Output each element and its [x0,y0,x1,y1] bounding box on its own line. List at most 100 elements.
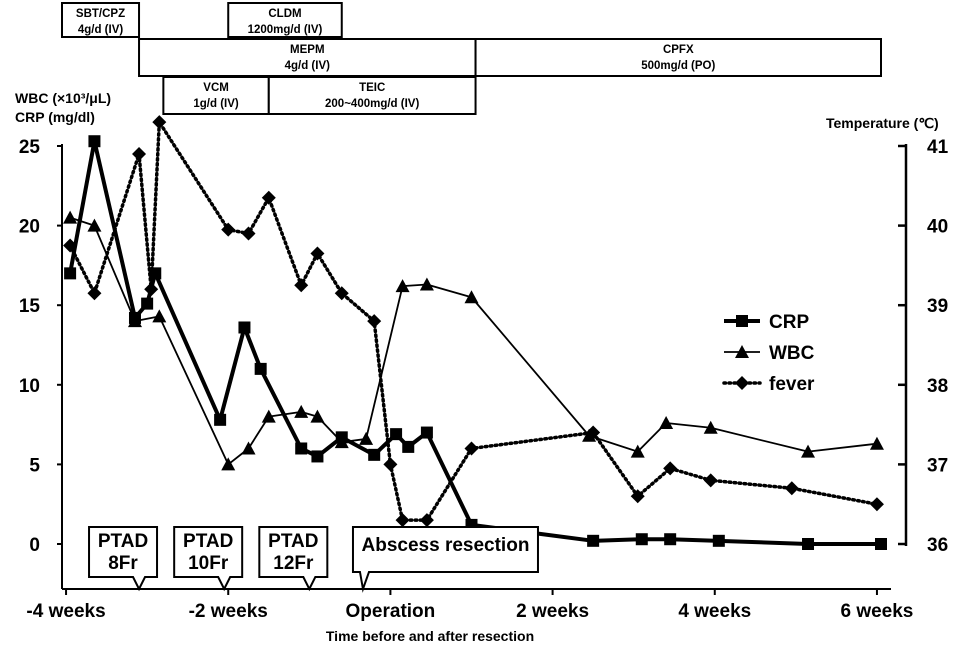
crp-point-19 [712,534,725,547]
crp-point-0 [64,267,77,280]
wbc-point-10 [359,431,374,445]
treatment-dose-2: 4g/d (IV) [285,60,331,72]
wbc-point-0 [63,210,78,224]
x-tick-label: -4 weeks [26,601,105,622]
wbc-point-1 [87,218,102,232]
fever-point-4 [152,115,167,130]
treatment-dose-4: 1g/d (IV) [193,98,239,110]
annotation-callout-1 [173,526,244,592]
crp-point-20 [802,538,815,550]
y-left-tick-label: 25 [19,137,41,158]
y-right-tick-label: 38 [927,376,948,397]
fever-point-5 [221,222,236,237]
crp-point-4 [149,267,162,280]
fever-point-1 [87,286,102,301]
chart-axes: WBC (×10³/μL) CRP (mg/dl) Temperature (℃… [15,90,949,644]
fever-point-6 [241,226,256,241]
treatment-box-5 [267,76,477,115]
series-line-crp [68,139,881,546]
wbc-point-7 [294,404,309,418]
treatment-box-4 [162,76,270,115]
legend-marker-wbc [735,345,749,358]
y-left-tick-label: 15 [19,296,41,317]
y-left-label-1: WBC (×10³/μL) [15,90,111,106]
fever-point-7 [261,190,276,205]
treatment-dose-3: 500mg/d (PO) [641,60,715,72]
treatment-name-0: SBT/CPZ [76,8,125,20]
wbc-point-13 [464,290,479,304]
annotation-callout-0 [88,526,159,592]
y-right-tick-label: 36 [927,535,948,556]
y-left-tick-label: 0 [29,535,40,556]
crp-point-16 [587,534,600,547]
treatment-name-2: MEPM [290,44,325,56]
series-line-wbc [69,216,878,466]
y-right-tick-label: 37 [927,455,948,476]
y-left-label-2: CRP (mg/dl) [15,109,95,125]
y-left-tick-label: 20 [19,217,40,238]
crp-point-17 [635,533,648,546]
legend-marker-fever [735,376,749,390]
treatment-name-5: TEIC [359,82,385,94]
wbc-point-19 [869,436,884,450]
crp-point-18 [664,533,677,546]
fever-point-10 [334,286,349,301]
fever-point-19 [703,473,718,488]
wbc-point-16 [659,416,674,430]
treatment-box-1 [227,2,343,38]
x-tick-label: 6 weeks [840,601,913,622]
wbc-point-3 [152,309,167,323]
fever-point-17 [630,489,645,504]
wbc-point-17 [703,420,718,434]
annotation-callout-2 [258,526,329,592]
fever-point-13 [395,513,410,528]
annotation-line1-2: PTAD [268,531,318,552]
crp-point-21 [875,538,887,550]
x-tick-label: 4 weeks [678,601,751,622]
x-tick-label: -2 weeks [189,601,268,622]
fever-point-20 [784,481,799,496]
legend-marker-crp [736,315,748,327]
treatment-dose-0: 4g/d (IV) [78,24,124,36]
treatment-box-3 [474,38,882,77]
crp-point-10 [335,431,348,444]
fever-point-21 [869,497,884,512]
crp-point-3 [141,297,154,310]
crp-point-1 [88,135,101,148]
wbc-point-6 [261,409,276,423]
y-right-tick-label: 41 [927,137,949,158]
y-right-tick-label: 40 [927,217,948,238]
crp-point-13 [402,440,415,453]
wbc-point-18 [801,444,816,458]
y-left-tick-label: 5 [29,455,40,476]
wbc-point-8 [310,409,325,423]
crp-point-12 [390,428,403,441]
fever-point-8 [294,278,309,293]
wbc-point-15 [630,444,645,458]
annotation-callout-3 [351,526,539,593]
y-right-label: Temperature (℃) [826,115,939,131]
treatment-box-0 [61,2,141,38]
wbc-point-5 [241,441,256,455]
annotation-line2-2: 12Fr [273,553,314,574]
wbc-point-11 [395,279,410,293]
series-line-fever [68,120,879,522]
fever-point-16 [586,425,601,440]
fever-point-9 [310,246,325,261]
crp-point-9 [311,450,324,463]
fever-point-14 [419,513,434,528]
legend-label-wbc: WBC [769,343,815,364]
treatment-dose-1: 1200mg/d (IV) [248,24,323,36]
treatment-dose-5: 200~400mg/d (IV) [325,98,419,110]
y-right-tick-label: 39 [927,296,948,317]
x-tick-label: 2 weeks [516,601,589,622]
treatment-name-1: CLDM [268,8,301,20]
crp-point-11 [368,448,381,461]
treatment-name-3: CPFX [663,44,694,56]
crp-point-14 [420,426,433,439]
crp-point-6 [238,321,251,334]
treatment-bars: SBT/CPZ 4g/d (IV) CLDM 1200mg/d (IV) MEPM 4g/… [61,2,882,115]
crp-point-5 [214,413,227,426]
fever-point-15 [464,441,479,456]
